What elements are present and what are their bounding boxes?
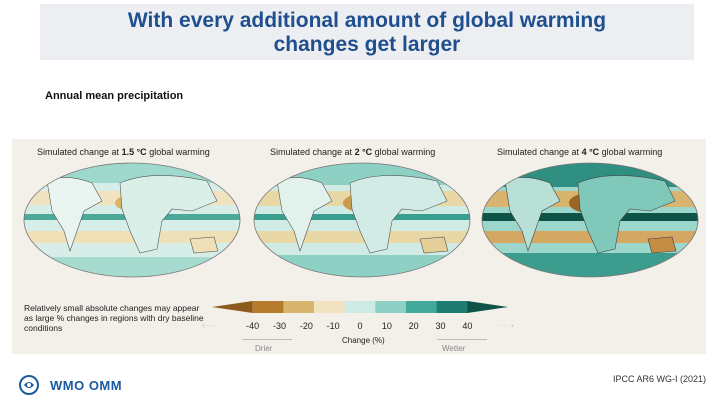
colorbar-segment [437,301,468,313]
map-2c [252,161,472,279]
colorbar-segment [253,301,284,313]
drier-line [242,339,292,340]
colorbar [210,297,510,317]
colorbar-tick-label: 20 [409,321,419,331]
colorbar-segment [212,301,253,313]
colorbar-tick-label: 40 [462,321,472,331]
dry-baseline-note: Relatively small absolute changes may ap… [24,303,204,333]
title-banner: With every additional amount of global w… [40,4,694,60]
subtitle: Annual mean precipitation [45,90,183,102]
colorbar-segment [406,301,437,313]
map-1-5c [22,161,242,279]
colorbar-segment [345,301,376,313]
colorbar-segment [314,301,345,313]
colorbar-segment [283,301,314,313]
source-citation: IPCC AR6 WG-I (2021) [613,374,706,384]
colorbar-segment [375,301,406,313]
colorbar-tick-label: 30 [435,321,445,331]
title-line-1: With every additional amount of global w… [40,9,694,33]
title-line-2: changes get larger [40,33,694,57]
colorbar-tick-label: -20 [300,321,313,331]
map-4c [480,161,700,279]
drier-label: Drier [255,344,272,353]
precipitation-figure: Simulated change at 1.5 °C global warmin… [12,139,706,354]
colorbar-tick-label: 0 [357,321,362,331]
colorbar-tick-label: -40 [246,321,259,331]
colorbar-tick-label: 10 [382,321,392,331]
wetter-line [437,339,487,340]
colorbar-segment [467,301,508,313]
wetter-label: Wetter [442,344,465,353]
colorbar-right-arrow: ···› [500,321,515,330]
wmo-logo-text: WMO OMM [50,378,122,393]
panel-title-2c: Simulated change at 2 °C global warming [270,147,435,157]
colorbar-left-arrow: ‹··· [202,321,217,330]
change-percent-label: Change (%) [342,336,385,345]
colorbar-tick-label: -10 [327,321,340,331]
panel-title-4c: Simulated change at 4 °C global warming [497,147,662,157]
colorbar-tick-label: -30 [273,321,286,331]
wmo-logo [18,374,40,396]
panel-title-1-5c: Simulated change at 1.5 °C global warmin… [37,147,210,157]
